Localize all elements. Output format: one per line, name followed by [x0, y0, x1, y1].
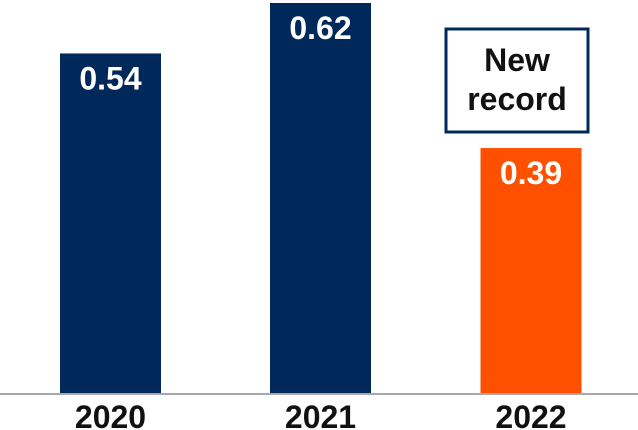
category-label-2021: 2021 — [285, 399, 356, 430]
callout-line-2: record — [467, 81, 567, 117]
value-label-2022: 0.39 — [500, 155, 562, 191]
callout-line-1: New — [484, 42, 550, 78]
callout-box — [444, 27, 590, 134]
category-label-2020: 2020 — [75, 399, 146, 430]
labels-group: 0.54 2020 0.62 2021 0.39 2022 — [75, 10, 567, 430]
annotation-callout: New record — [444, 27, 590, 134]
value-label-2021: 0.62 — [289, 10, 351, 46]
bars-group — [60, 3, 582, 395]
bar-2020 — [60, 53, 161, 395]
category-label-2022: 2022 — [495, 399, 566, 430]
bar-2021 — [270, 3, 371, 394]
bar-2022 — [480, 148, 582, 394]
value-label-2020: 0.54 — [79, 60, 141, 96]
